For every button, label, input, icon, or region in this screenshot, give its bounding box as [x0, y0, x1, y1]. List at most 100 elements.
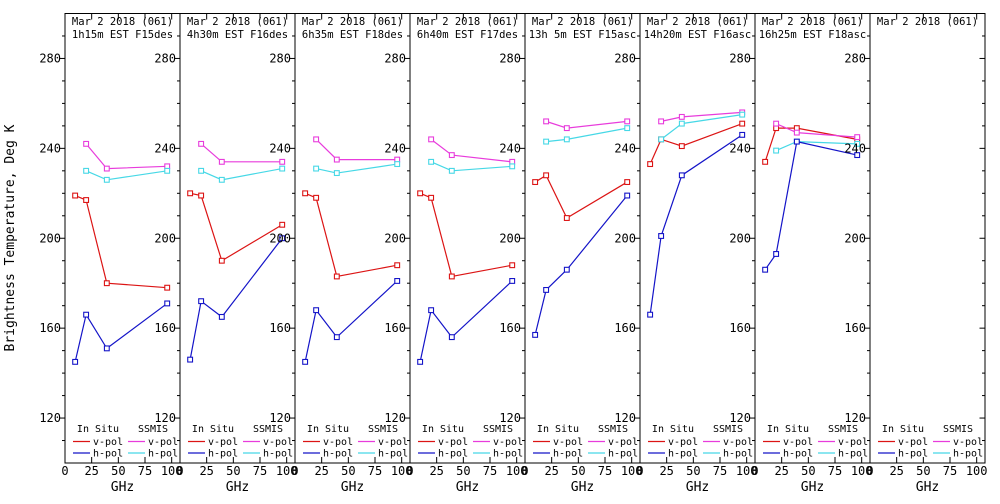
panel-5-data: [532, 118, 631, 338]
insitu-hpol-line: [74, 302, 168, 362]
legend-ssmis-vpol-label: v-pol: [953, 437, 983, 448]
y-tick-label: 240: [154, 141, 176, 155]
x-tick-label: 0: [176, 464, 183, 478]
ssmis-hpol-marker: [198, 167, 205, 174]
panel-subtitle: 6h35m EST F18des: [302, 29, 403, 41]
y-tick-label: 240: [844, 141, 866, 155]
ssmis-hpol-marker: [83, 167, 90, 174]
legend-group-insitu: In Situ: [192, 424, 234, 435]
x-tick-label: 50: [226, 464, 240, 478]
x-tick-label: 75: [598, 464, 612, 478]
insitu-vpol-marker: [313, 194, 320, 201]
panel-subtitle: 14h20m EST F16asc: [644, 29, 751, 41]
y-tick-label: 160: [729, 321, 751, 335]
panel-title: Mar 2 2018 (061): [647, 16, 748, 28]
y-tick-label: 200: [39, 231, 61, 245]
legend-group-insitu: In Situ: [422, 424, 464, 435]
ssmis-hpol-marker: [333, 170, 340, 177]
ssmis-hpol-marker: [313, 165, 320, 172]
legend-group-ssmis: SSMIS: [253, 424, 283, 435]
x-tick-label: 100: [966, 464, 988, 478]
insitu-hpol-marker: [164, 300, 171, 307]
insitu-hpol-marker: [739, 131, 746, 138]
insitu-vpol-line: [534, 174, 628, 219]
legend-insitu-hpol-label: h-pol: [898, 449, 928, 460]
x-tick-label: 50: [571, 464, 585, 478]
ssmis-vpol-marker: [83, 140, 90, 147]
y-tick-label: 120: [384, 411, 406, 425]
insitu-hpol-line: [304, 280, 398, 362]
insitu-hpol-marker: [658, 233, 665, 239]
panel-title: Mar 2 2018 (061): [302, 16, 403, 28]
x-tick-label: 25: [544, 464, 558, 478]
legend-ssmis-vpol-label: v-pol: [723, 437, 753, 448]
ssmis-vpol-marker: [543, 118, 550, 125]
x-tick-label: 0: [521, 464, 528, 478]
y-tick-label: 200: [729, 231, 751, 245]
legend-insitu-hpol-label: h-pol: [93, 449, 123, 460]
insitu-vpol-marker: [532, 179, 539, 186]
legend-insitu-hpol-label: h-pol: [208, 449, 238, 460]
x-axis-label: GHz: [916, 480, 939, 495]
x-tick-label: 25: [889, 464, 903, 478]
legend-group-insitu: In Situ: [537, 424, 579, 435]
legend-ssmis-vpol-label: v-pol: [148, 437, 178, 448]
x-tick-label: 100: [391, 464, 413, 478]
panel-title: Mar 2 2018 (061): [187, 16, 288, 28]
y-tick-label: 120: [499, 411, 521, 425]
insitu-vpol-marker: [739, 120, 746, 127]
panel-7-data: [762, 120, 861, 273]
ssmis-vpol-marker: [773, 120, 780, 127]
y-tick-label: 280: [39, 51, 61, 65]
x-tick-label: 75: [368, 464, 382, 478]
insitu-vpol-marker: [103, 280, 110, 287]
y-tick-label: 120: [269, 411, 291, 425]
x-tick-label: 25: [314, 464, 328, 478]
x-axis-label: GHz: [801, 480, 824, 495]
x-tick-label: 75: [253, 464, 267, 478]
x-tick-label: 100: [621, 464, 643, 478]
insitu-hpol-marker: [543, 286, 550, 293]
legend-insitu-hpol-label: h-pol: [553, 449, 583, 460]
insitu-hpol-marker: [279, 235, 286, 242]
legend-ssmis-hpol-label: h-pol: [378, 449, 408, 460]
ssmis-hpol-marker: [164, 167, 171, 174]
legend-insitu-vpol-label: v-pol: [668, 437, 698, 448]
insitu-vpol-marker: [279, 221, 286, 228]
ssmis-hpol-line: [546, 127, 628, 143]
x-tick-label: 25: [199, 464, 213, 478]
insitu-hpol-marker: [532, 331, 539, 338]
x-tick-label: 50: [801, 464, 815, 478]
ssmis-hpol-marker: [509, 163, 516, 170]
y-tick-label: 240: [499, 141, 521, 155]
ssmis-hpol-line: [430, 161, 513, 172]
x-tick-label: 75: [943, 464, 957, 478]
y-tick-label: 280: [614, 51, 636, 65]
y-tick-label: 240: [729, 141, 751, 155]
legend-ssmis-hpol-label: h-pol: [953, 449, 983, 460]
ssmis-hpol-marker: [658, 136, 665, 143]
ssmis-hpol-line: [315, 163, 398, 174]
ssmis-hpol-line: [200, 167, 283, 181]
insitu-hpol-marker: [428, 307, 435, 314]
y-tick-label: 120: [39, 411, 61, 425]
x-tick-label: 50: [686, 464, 700, 478]
insitu-vpol-marker: [164, 284, 171, 291]
ssmis-hpol-marker: [543, 138, 550, 145]
x-tick-label: 75: [138, 464, 152, 478]
ssmis-vpol-line: [775, 123, 858, 138]
legend-insitu-vpol-label: v-pol: [93, 437, 123, 448]
legend-group-ssmis: SSMIS: [943, 424, 973, 435]
series-layer: [72, 109, 861, 365]
ssmis-hpol-marker: [394, 161, 401, 168]
insitu-vpol-marker: [83, 197, 90, 203]
panel-title: Mar 2 2018 (061): [72, 16, 173, 28]
insitu-vpol-line: [419, 192, 513, 278]
insitu-hpol-marker: [793, 138, 800, 145]
legend-ssmis-vpol-label: v-pol: [378, 437, 408, 448]
legend-group-ssmis: SSMIS: [713, 424, 743, 435]
x-tick-label: 25: [84, 464, 98, 478]
y-tick-label: 200: [154, 231, 176, 245]
y-tick-label: 280: [384, 51, 406, 65]
insitu-vpol-marker: [762, 158, 769, 165]
